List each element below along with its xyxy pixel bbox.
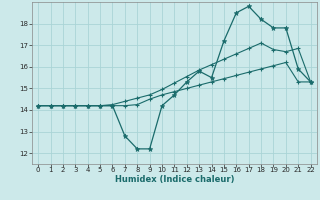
X-axis label: Humidex (Indice chaleur): Humidex (Indice chaleur) (115, 175, 234, 184)
